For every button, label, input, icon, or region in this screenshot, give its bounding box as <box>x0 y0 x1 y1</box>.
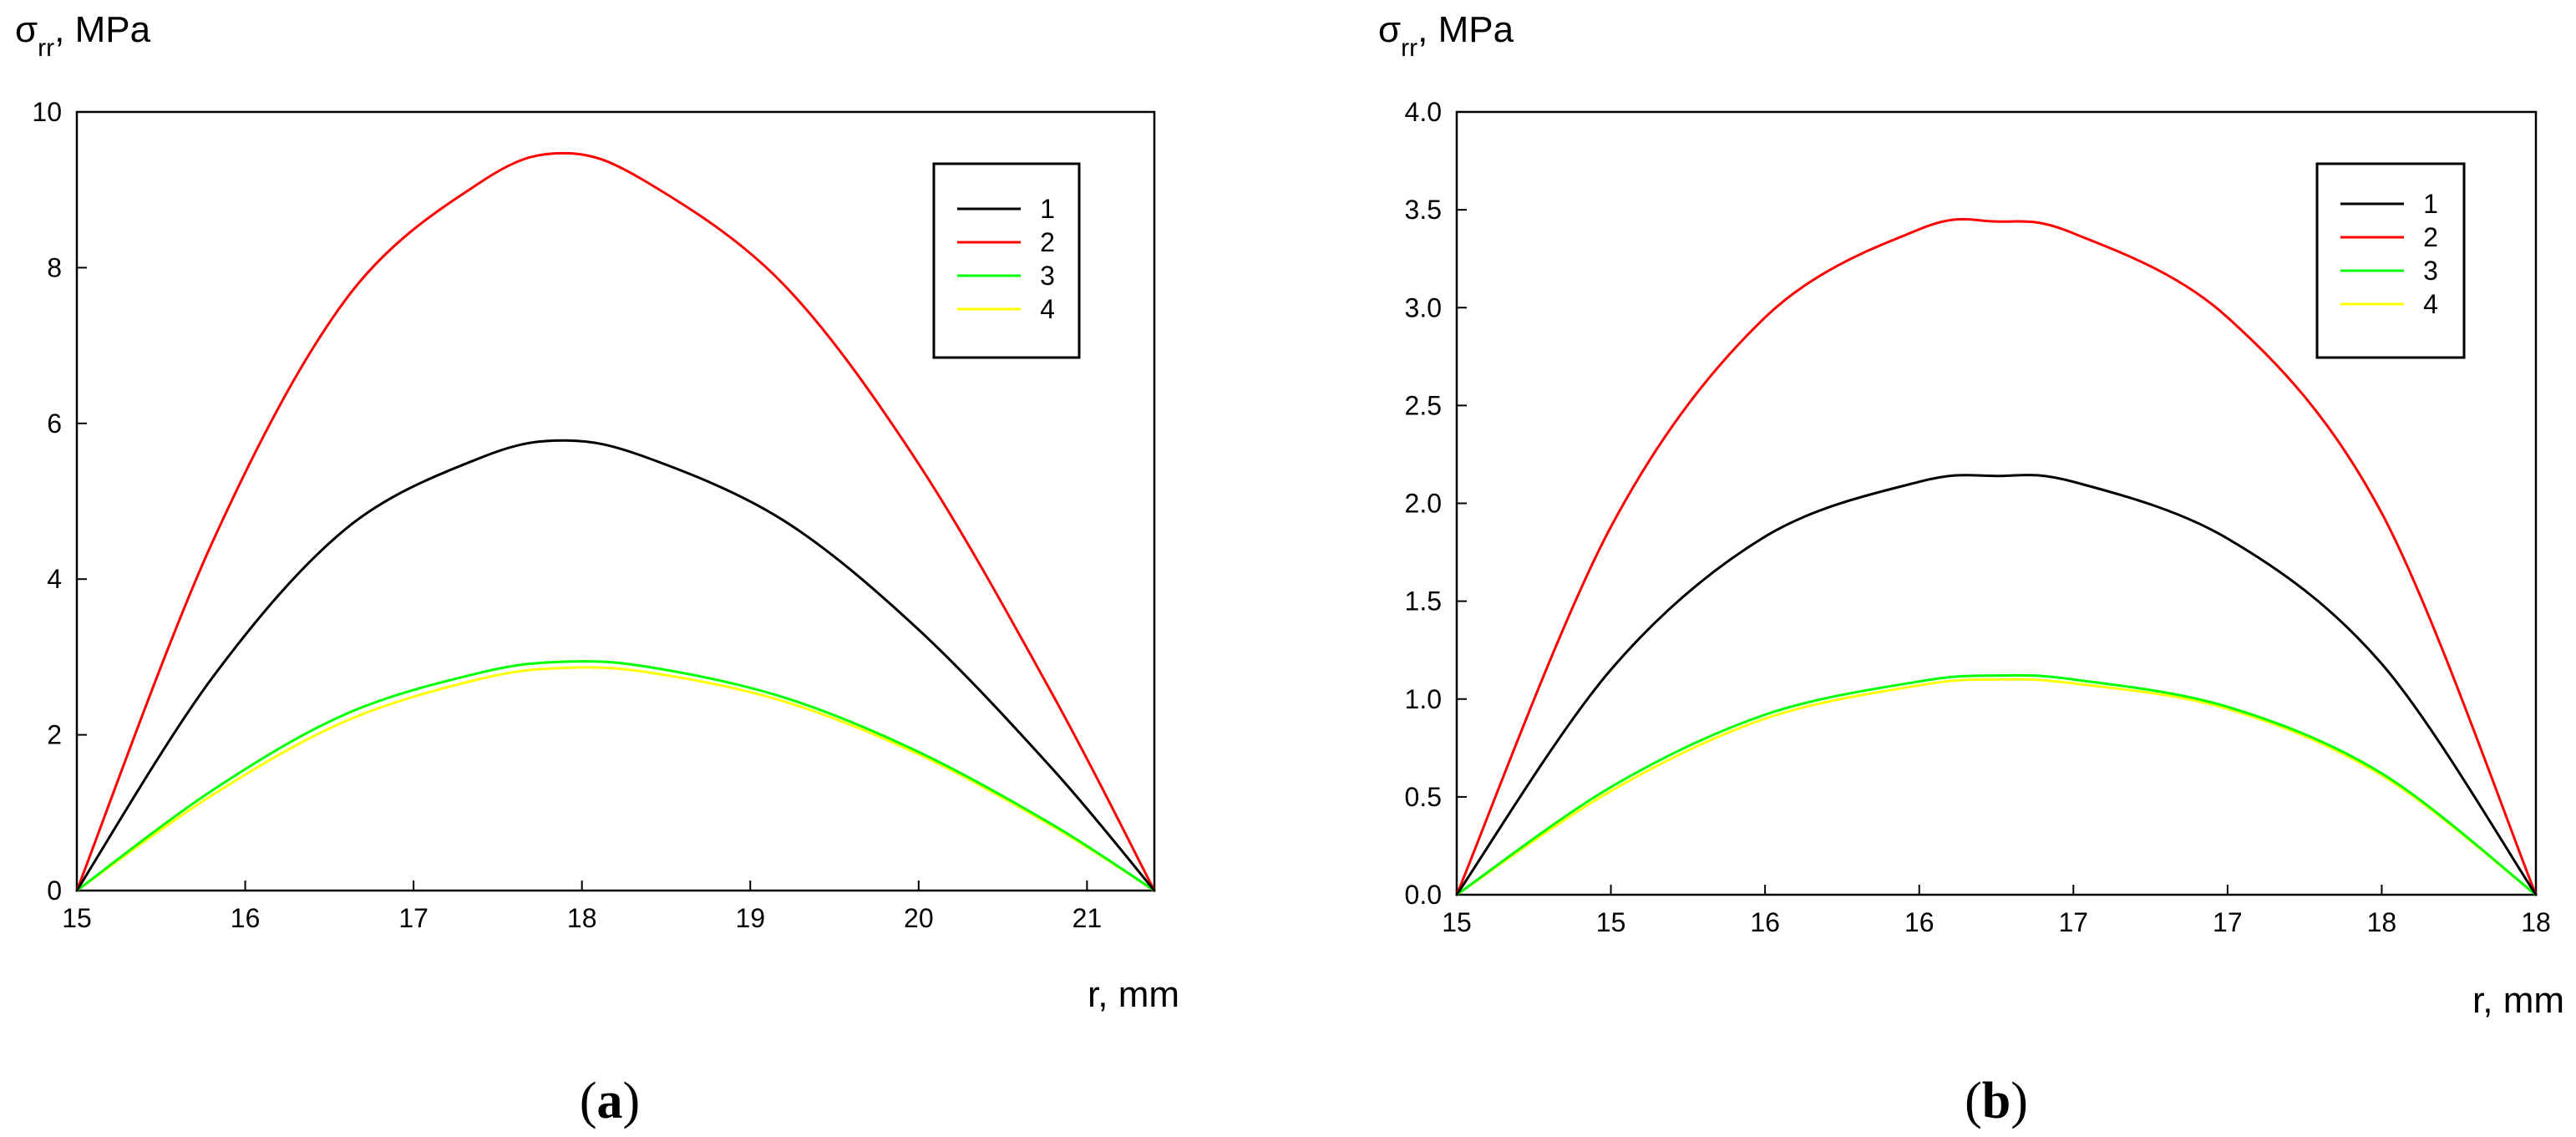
x-tick-label: 17 <box>2213 907 2243 937</box>
x-tick-label: 15 <box>1596 907 1626 937</box>
legend-items: 12 34 <box>2340 189 2438 319</box>
y-tick-label: 6 <box>47 409 62 439</box>
x-tick-label: 16 <box>231 903 261 933</box>
legend-frame <box>932 162 1081 359</box>
x-tick-label: 21 <box>1072 903 1103 933</box>
x-tick-label: 17 <box>2058 907 2088 937</box>
panel-label-a: (a) <box>580 1073 640 1129</box>
series-layer <box>75 151 1156 892</box>
y-axis-title: σrr, MPa <box>15 9 151 62</box>
series-line-1 <box>75 439 1156 892</box>
x-tick-label: 17 <box>398 903 428 933</box>
y-tick-label: 2.5 <box>1405 390 1442 420</box>
y-tick-label: 0 <box>47 876 62 906</box>
legend-label-4: 4 <box>2423 289 2438 319</box>
legend-label-4: 4 <box>1040 294 1055 324</box>
legend-label-3: 3 <box>2423 256 2438 286</box>
legend-items: 12 34 <box>957 194 1055 324</box>
series-layer <box>1455 217 2538 896</box>
y-tick-label: 4.0 <box>1405 97 1442 127</box>
series-line-4 <box>1455 678 2538 896</box>
x-tick-label: 20 <box>904 903 934 933</box>
panel-label-b: (b) <box>1965 1073 2028 1129</box>
y-tick-label: 10 <box>32 97 62 127</box>
chart-panel-b: σrr, MPa 15 15 16 16 17 17 18 18 0.0 0.5 1.0 1.5 2.… <box>1378 9 2564 1129</box>
y-tick-label: 3.5 <box>1405 195 1442 225</box>
x-axis-title: r, mm <box>1088 974 1179 1015</box>
series-line-2 <box>1455 217 2538 896</box>
y-tick-label: 4 <box>47 564 62 594</box>
y-tick-label: 2 <box>47 720 62 750</box>
y-tick-label: 2.0 <box>1405 489 1442 519</box>
series-line-4 <box>75 666 1156 892</box>
legend-label-3: 3 <box>1040 261 1055 291</box>
legend: 12 34 <box>2315 162 2466 359</box>
legend-label-2: 2 <box>2423 222 2438 252</box>
x-tick-label: 18 <box>2367 907 2397 937</box>
plot-area-frame <box>75 110 1156 892</box>
x-tick-label: 18 <box>567 903 597 933</box>
x-tick-label: 19 <box>735 903 765 933</box>
x-tick-label: 18 <box>2521 907 2551 937</box>
x-tick-label: 15 <box>62 903 92 933</box>
y-axis-ticks: 0.0 0.5 1.0 1.5 2.0 2.5 3.0 3.5 4.0 <box>1405 97 1467 910</box>
y-tick-label: 3.0 <box>1405 292 1442 322</box>
x-axis-title: r, mm <box>2472 980 2564 1021</box>
x-tick-label: 16 <box>1904 907 1935 937</box>
x-tick-label: 16 <box>1750 907 1780 937</box>
legend-label-1: 1 <box>1040 194 1055 224</box>
y-axis-title: σrr, MPa <box>1378 9 1514 62</box>
y-tick-label: 1.0 <box>1405 684 1442 714</box>
y-tick-label: 0.0 <box>1405 880 1442 910</box>
legend-label-2: 2 <box>1040 227 1055 257</box>
x-axis-ticks: 15 16 17 18 19 20 21 <box>62 881 1102 933</box>
y-tick-label: 1.5 <box>1405 586 1442 617</box>
y-tick-label: 0.5 <box>1405 782 1442 812</box>
legend: 12 34 <box>932 162 1081 359</box>
x-axis-ticks: 15 15 16 16 17 17 18 18 <box>1442 885 2551 937</box>
y-tick-label: 8 <box>47 252 62 282</box>
x-tick-label: 15 <box>1442 907 1472 937</box>
series-line-1 <box>1455 474 2538 896</box>
series-line-3 <box>1455 673 2538 896</box>
series-line-2 <box>75 151 1156 892</box>
y-axis-ticks: 0 2 4 6 8 10 <box>32 97 87 906</box>
legend-frame <box>2315 162 2466 359</box>
legend-label-1: 1 <box>2423 189 2438 219</box>
series-line-3 <box>75 660 1156 892</box>
